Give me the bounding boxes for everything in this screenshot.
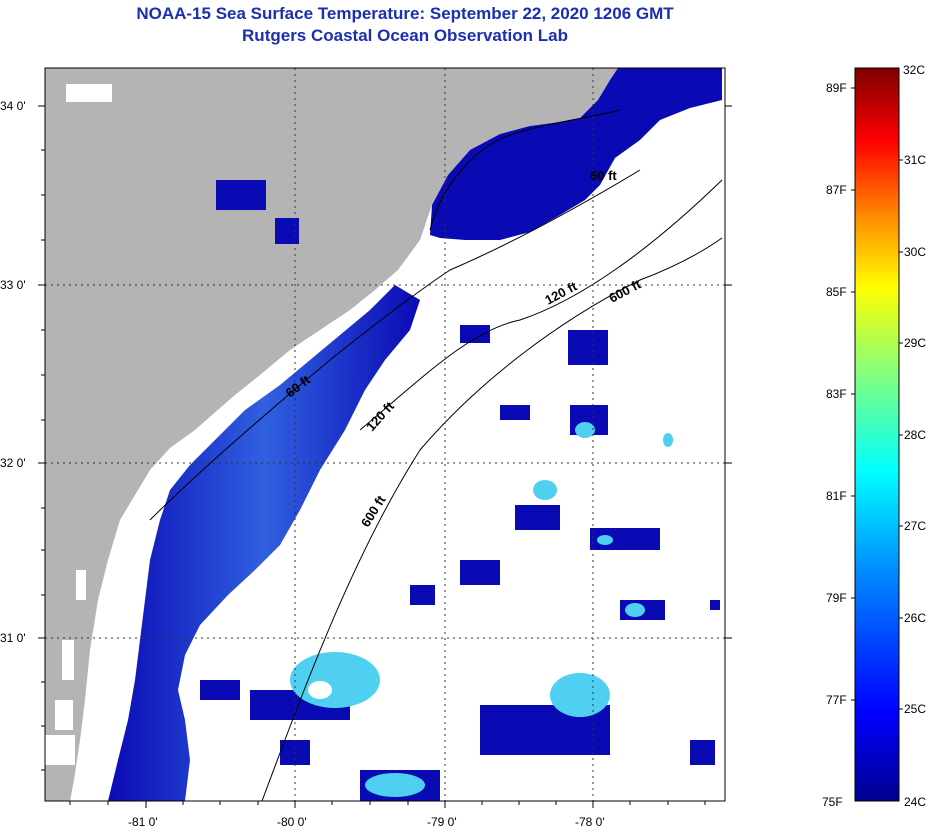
cool-water-band-south	[108, 285, 420, 801]
colorbar-c-25: 25C	[904, 702, 926, 716]
colorbar-f-81: 81F	[826, 489, 847, 503]
colorbar-c-30: 30C	[904, 245, 926, 259]
colorbar-f-83: 83F	[826, 387, 847, 401]
isobath-lines	[149, 109, 723, 801]
lat-label-34: 34 0'	[0, 99, 26, 113]
colorbar-c-28: 28C	[904, 428, 926, 442]
land-clouds	[45, 84, 112, 765]
colorbar-f-87: 87F	[826, 183, 847, 197]
lat-label-31: 31 0'	[0, 631, 26, 645]
colorbar-c-26: 26C	[904, 611, 926, 625]
map-subtitle: Rutgers Coastal Ocean Observation Lab	[242, 26, 568, 45]
colorbar-f-79: 79F	[826, 591, 847, 605]
map-title: NOAA-15 Sea Surface Temperature: Septemb…	[136, 4, 674, 23]
colorbar-f-75: 75F	[822, 795, 843, 809]
colorbar: 32C 31C 30C 29C 28C 27C 26C 25C 24C 89F …	[822, 63, 926, 809]
graticule	[45, 68, 725, 801]
colorbar-f-85: 85F	[826, 285, 847, 299]
colorbar-f-89: 89F	[826, 81, 847, 95]
colorbar-gradient	[854, 67, 900, 802]
contour-label-60ft-north: 60 ft	[590, 168, 617, 183]
colorbar-c-27: 27C	[904, 519, 926, 533]
contour-label-120ft-west: 120 ft	[363, 398, 397, 434]
cool-water-band	[430, 68, 722, 240]
colorbar-c-31: 31C	[904, 153, 926, 167]
lat-label-33: 33 0'	[0, 278, 26, 292]
land-area	[45, 68, 618, 801]
lon-label-79: -79 0'	[427, 815, 457, 829]
lon-label-81: -81 0'	[128, 815, 158, 829]
colorbar-f-77: 77F	[826, 693, 847, 707]
lon-label-80: -80 0'	[277, 815, 307, 829]
lon-label-78: -78 0'	[575, 815, 605, 829]
colorbar-c-29: 29C	[904, 336, 926, 350]
lat-label-32: 32 0'	[0, 456, 26, 470]
contour-label-120ft-east: 120 ft	[542, 278, 580, 308]
colorbar-c-32: 32C	[903, 63, 925, 77]
colorbar-c-24: 24C	[904, 795, 926, 809]
contour-label-600ft-east: 600 ft	[606, 276, 644, 306]
axis-ticks	[38, 105, 732, 808]
map-frame	[44, 67, 726, 802]
